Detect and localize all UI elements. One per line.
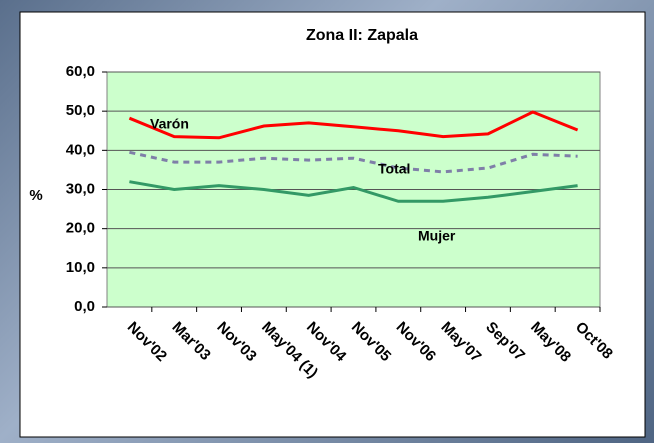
y-tick-label: 10,0: [66, 259, 95, 276]
chart-title: Zona II: Zapala: [306, 27, 418, 44]
y-tick-label: 60,0: [66, 63, 95, 80]
line-series: [129, 180, 578, 203]
line-series: [128, 110, 579, 140]
y-tick-label: 0,0: [74, 298, 95, 315]
series-label: Total: [378, 161, 410, 177]
y-tick-label: 20,0: [66, 220, 95, 237]
y-tick-label: 40,0: [66, 141, 95, 158]
y-tick-label: 50,0: [66, 102, 95, 119]
series-label: Mujer: [418, 228, 456, 244]
y-tick-label: 30,0: [66, 180, 95, 197]
line-series: [129, 150, 578, 174]
series-label: Varón: [150, 116, 189, 132]
y-axis-label: %: [29, 187, 42, 204]
